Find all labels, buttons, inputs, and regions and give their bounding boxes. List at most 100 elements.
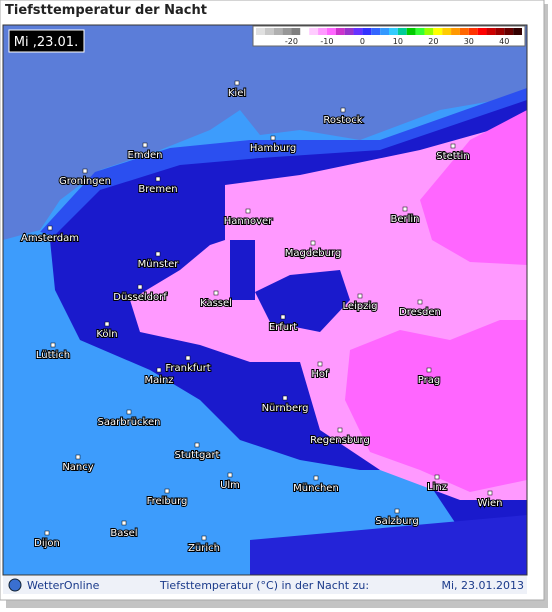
city-dot: [487, 490, 493, 496]
city-label: Köln: [96, 329, 117, 340]
legend-swatch: [468, 28, 478, 35]
city-dot: [155, 251, 161, 257]
city-label: Berlin: [390, 214, 419, 225]
legend-swatch: [424, 28, 434, 35]
map: Kiel Rostock Emden Hamburg Stettin Groningen B…: [2, 24, 528, 576]
city-dot: [227, 472, 233, 478]
city-dot: [137, 284, 143, 290]
city-dot: [280, 314, 286, 320]
city-label: Emden: [128, 150, 163, 161]
cities: Kiel Rostock Emden Hamburg Stettin Groningen B…: [20, 80, 503, 555]
city-dot: [47, 225, 53, 231]
city-dot: [234, 80, 240, 86]
city-label: Hamburg: [250, 143, 296, 154]
legend-swatch: [504, 28, 514, 35]
legend-swatch: [300, 28, 310, 35]
city-label: Dresden: [399, 307, 441, 318]
legend-swatch: [371, 28, 381, 35]
city-label: Regensburg: [310, 435, 370, 446]
legend-swatch: [291, 28, 301, 35]
city-label: Leipzig: [342, 301, 377, 312]
legend-swatch: [442, 28, 452, 35]
alpine-region: [250, 515, 527, 575]
city-label: Kassel: [200, 298, 232, 309]
city-label: Hannover: [224, 216, 274, 227]
city-label: Erfurt: [269, 322, 297, 333]
city-label: Ulm: [220, 480, 240, 491]
city-dot: [213, 290, 219, 296]
city-dot: [270, 135, 276, 141]
city-dot: [426, 367, 432, 373]
city-label: München: [293, 483, 339, 494]
legend-swatch: [309, 28, 319, 35]
city-label: Kiel: [228, 88, 246, 99]
city-label: Magdeburg: [285, 248, 342, 259]
city-dot: [434, 474, 440, 480]
city-dot: [82, 168, 88, 174]
city-dot: [337, 427, 343, 433]
city-label: Saarbrücken: [98, 417, 161, 428]
city-label: Lüttich: [36, 350, 70, 361]
city-dot: [313, 475, 319, 481]
legend-tick-label: 40: [499, 37, 509, 46]
legend-tick-label: 10: [393, 37, 403, 46]
legend-swatch: [256, 28, 265, 35]
city-dot: [44, 530, 50, 536]
city-dot: [50, 342, 56, 348]
city-dot: [245, 208, 251, 214]
city-label: Wien: [478, 498, 503, 509]
city-label: Bremen: [138, 184, 177, 195]
legend-swatch: [344, 28, 354, 35]
legend-swatch: [486, 28, 496, 35]
city-label: Frankfurt: [165, 363, 210, 374]
legend-swatch: [406, 28, 416, 35]
date-box-text: Mi ,23.01.: [14, 35, 78, 50]
city-dot: [201, 535, 207, 541]
city-dot: [310, 240, 316, 246]
brand-icon: [8, 578, 22, 592]
legend-swatch: [326, 28, 336, 35]
legend-tick-label: 20: [428, 37, 438, 46]
city-label: Nürnberg: [262, 403, 309, 414]
brand[interactable]: WetterOnline: [27, 579, 100, 592]
city-dot: [340, 107, 346, 113]
legend-swatch: [477, 28, 487, 35]
legend-swatch: [433, 28, 443, 35]
sea: [3, 25, 527, 240]
title: Tiefsttemperatur der Nacht: [5, 3, 207, 18]
city-label: Nancy: [62, 462, 93, 473]
city-label: Linz: [427, 482, 447, 493]
city-dot: [394, 508, 400, 514]
city-label: Salzburg: [375, 516, 418, 527]
legend-tick-label: -10: [320, 37, 333, 46]
legend-swatch: [380, 28, 389, 35]
city-label: Basel: [110, 528, 137, 539]
city-dot: [194, 442, 200, 448]
legend-swatch: [451, 28, 460, 35]
footer-caption: Tiefsttemperatur (°C) in der Nacht zu:: [159, 579, 369, 592]
city-dot: [104, 321, 110, 327]
cold-pocket: [255, 270, 350, 332]
city-dot: [450, 143, 456, 149]
city-dot: [126, 409, 132, 415]
city-dot: [156, 367, 162, 373]
footer-date: Mi, 23.01.2013: [441, 579, 524, 592]
legend-swatch: [264, 28, 274, 35]
legend-swatch: [459, 28, 469, 35]
legend-swatch: [353, 28, 363, 35]
legend-swatch: [495, 28, 505, 35]
city-dot: [282, 395, 288, 401]
city-label: Zürich: [188, 543, 220, 554]
warm-region: [420, 110, 527, 265]
city-label: Rostock: [323, 115, 362, 126]
legend-tick-label: 30: [464, 37, 474, 46]
legend-swatch: [282, 28, 292, 35]
legend-swatch: [318, 28, 327, 35]
coast-band: [40, 88, 527, 240]
city-label: Prag: [418, 375, 440, 386]
city-dot: [402, 206, 408, 212]
city-dot: [164, 488, 170, 494]
city-dot: [357, 293, 363, 299]
